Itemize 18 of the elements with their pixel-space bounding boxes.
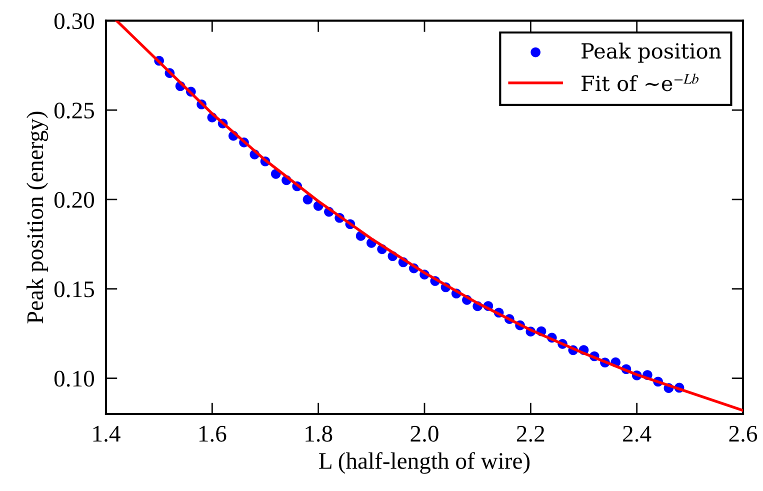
x-axis-title: L (half-length of wire) (319, 452, 530, 474)
x-tick-label: 2.2 (516, 426, 544, 442)
x-tick-label: 1.8 (306, 426, 332, 442)
x-tick-label: 1.6 (199, 426, 226, 442)
y-axis-title: Peak position (energy) (26, 112, 48, 324)
point (302, 194, 313, 204)
x-tick-label: 2.0 (410, 426, 438, 442)
y-tick-label: 0.30 (54, 13, 94, 30)
x-tick-label: 1.4 (93, 426, 120, 442)
y-tick-label: 0.15 (54, 281, 94, 298)
y-tick-label: 0.25 (54, 102, 94, 119)
legend-label: Peak position (582, 42, 722, 63)
y-tick-label: 0.10 (54, 370, 94, 387)
line-series (115, 20, 743, 412)
y-tick-label: 0.20 (54, 192, 94, 208)
x-tick-label: 2.6 (729, 426, 758, 442)
legend-label: Fit of ∼e$^{−Lb}$ (582, 74, 699, 92)
x-tick-label: 2.4 (623, 426, 652, 442)
